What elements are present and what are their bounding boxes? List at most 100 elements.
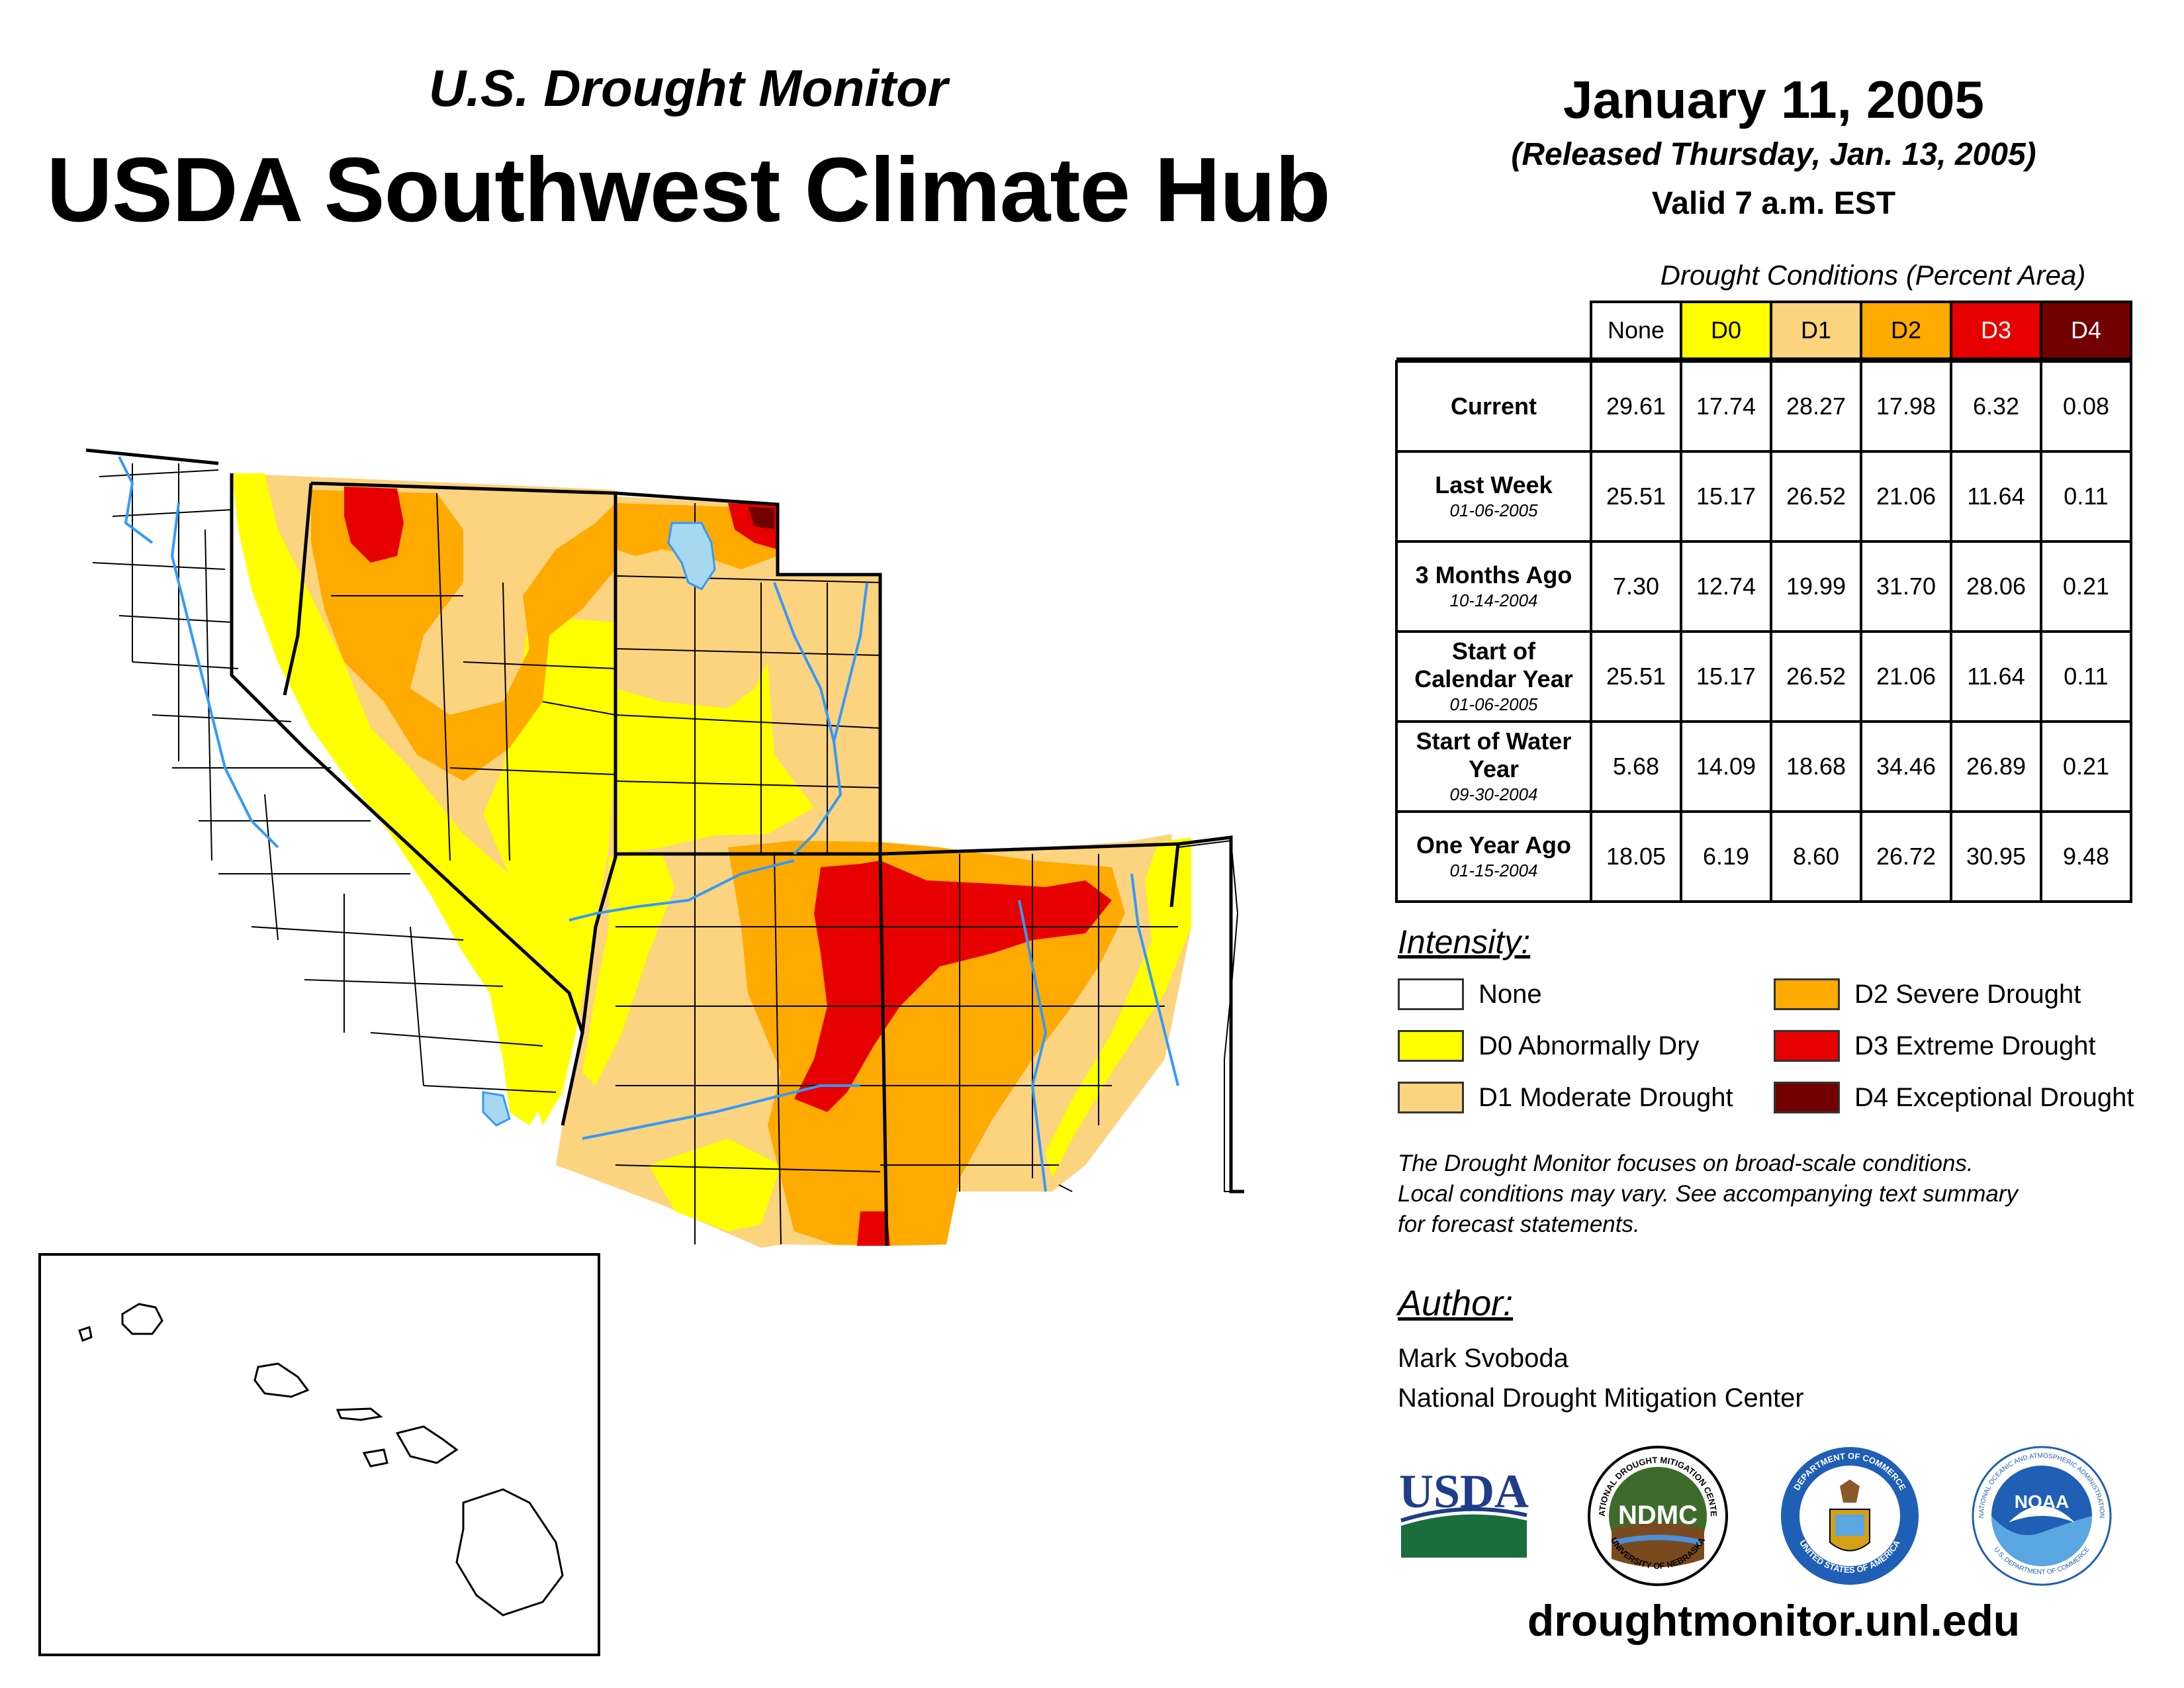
disclaimer-note: The Drought Monitor focuses on broad-sca… bbox=[1398, 1149, 2152, 1240]
d4-area bbox=[748, 506, 774, 530]
hawaii-inset bbox=[38, 1253, 600, 1656]
row-label-text: One Year Ago bbox=[1416, 831, 1572, 859]
ndmc-logo: NDMC NATIONAL DROUGHT MITIGATION CENTER … bbox=[1585, 1443, 1728, 1586]
author-heading: Author: bbox=[1398, 1284, 1514, 1323]
row-label: 3 Months Ago 10-14-2004 bbox=[1395, 540, 1592, 633]
source-url[interactable]: droughtmonitor.unl.edu bbox=[1527, 1596, 2021, 1645]
cell-value: 26.52 bbox=[1770, 450, 1862, 543]
legend-item-d0: D0 Abnormally Dry bbox=[1398, 1029, 1699, 1063]
doc-seal-logo: DEPARTMENT OF COMMERCE UNITED STATES OF … bbox=[1781, 1447, 1919, 1585]
legend-swatch bbox=[1774, 1082, 1840, 1113]
legend-item-d2: D2 Severe Drought bbox=[1774, 977, 2081, 1011]
author-org: National Drought Mitigation Center bbox=[1398, 1383, 1804, 1413]
cell-value: 0.11 bbox=[2040, 450, 2132, 543]
legend-label: D4 Exceptional Drought bbox=[1854, 1082, 2134, 1112]
row-date: 01-06-2005 bbox=[1449, 500, 1538, 520]
table-row: Start of Water Year 09-30-2004 5.68 14.09 18… bbox=[1395, 720, 2132, 813]
legend-swatch bbox=[1774, 1030, 1840, 1062]
legend-swatch bbox=[1774, 978, 1840, 1010]
cell-value: 0.08 bbox=[2040, 360, 2132, 453]
cell-value: 21.06 bbox=[1860, 630, 1952, 723]
cell-value: 34.46 bbox=[1860, 720, 1952, 813]
table-row: Start of Calendar Year 01-06-2005 25.51 15.… bbox=[1395, 630, 2132, 723]
state-borders bbox=[230, 473, 1180, 1246]
cell-value: 26.72 bbox=[1860, 810, 1952, 903]
cell-value: 5.68 bbox=[1590, 720, 1682, 813]
rivers bbox=[118, 456, 1179, 1192]
cell-value: 26.89 bbox=[1950, 720, 2042, 813]
d0-area bbox=[649, 1139, 781, 1231]
valid-date: January 11, 2005 bbox=[1563, 70, 1985, 129]
cell-value: 15.17 bbox=[1680, 630, 1772, 723]
row-label: One Year Ago 01-15-2004 bbox=[1395, 810, 1592, 903]
legend-swatch bbox=[1398, 978, 1464, 1010]
legend-item-d1: D1 Moderate Drought bbox=[1398, 1080, 1733, 1115]
map-subtitle: U.S. Drought Monitor bbox=[428, 59, 948, 117]
cell-value: 0.11 bbox=[2040, 630, 2132, 723]
cell-value: 18.68 bbox=[1770, 720, 1862, 813]
d2-area bbox=[311, 490, 615, 781]
col-header-d0: D0 bbox=[1680, 301, 1772, 360]
cell-value: 14.09 bbox=[1680, 720, 1772, 813]
row-label-text: Start of Water Year bbox=[1416, 727, 1572, 782]
d0-area bbox=[1046, 837, 1191, 1178]
cell-value: 29.61 bbox=[1590, 360, 1682, 453]
valid-time: Valid 7 a.m. EST bbox=[1651, 186, 1896, 221]
cell-value: 30.95 bbox=[1950, 810, 2042, 903]
d0-area bbox=[615, 662, 814, 854]
legend-label: D2 Severe Drought bbox=[1854, 979, 2081, 1009]
cell-value: 8.60 bbox=[1770, 810, 1862, 903]
table-corner bbox=[1396, 302, 1591, 360]
col-header-d1: D1 bbox=[1770, 301, 1862, 360]
col-header-d4: D4 bbox=[2040, 301, 2132, 360]
legend-item-d3: D3 Extreme Drought bbox=[1774, 1029, 2096, 1063]
cell-value: 21.06 bbox=[1860, 450, 1952, 543]
row-label: Current bbox=[1395, 360, 1592, 453]
neighbor-borders bbox=[85, 448, 1244, 1194]
d0-area bbox=[483, 616, 615, 1125]
legend-item-d4: D4 Exceptional Drought bbox=[1774, 1080, 2134, 1115]
note-line: The Drought Monitor focuses on broad-sca… bbox=[1398, 1150, 1974, 1176]
great-salt-lake bbox=[667, 522, 716, 590]
table-row: Last Week 01-06-2005 25.51 15.17 26.52 21.06 1… bbox=[1395, 450, 2132, 543]
table-body: Current 29.61 17.74 28.27 17.98 6.32 0.08 Last … bbox=[1395, 360, 2132, 903]
cell-value: 25.51 bbox=[1590, 450, 1682, 543]
legend-label: None bbox=[1479, 979, 1542, 1009]
cell-value: 28.06 bbox=[1950, 540, 2042, 633]
row-date: 10-14-2004 bbox=[1449, 590, 1538, 610]
cell-value: 17.74 bbox=[1680, 360, 1772, 453]
drought-areas bbox=[232, 473, 1191, 1248]
table-caption: Drought Conditions (Percent Area) bbox=[1660, 259, 2086, 291]
cell-value: 11.64 bbox=[1950, 450, 2042, 543]
noaa-logo: NOAA NATIONAL OCEANIC AND ATMOSPHERIC AD… bbox=[1972, 1446, 2112, 1586]
cell-value: 26.52 bbox=[1770, 630, 1862, 723]
legend-title: Intensity: bbox=[1398, 923, 1531, 961]
cell-value: 9.48 bbox=[2040, 810, 2132, 903]
legend-item-none: None bbox=[1398, 977, 1542, 1011]
d3-area bbox=[857, 1211, 890, 1246]
row-label-text: Start of Calendar Year bbox=[1414, 637, 1573, 692]
cell-value: 19.99 bbox=[1770, 540, 1862, 633]
cell-value: 6.19 bbox=[1680, 810, 1772, 903]
table-row: One Year Ago 01-15-2004 18.05 6.19 8.60 26.72… bbox=[1395, 810, 2132, 903]
row-date: 01-06-2005 bbox=[1449, 694, 1538, 714]
row-label: Last Week 01-06-2005 bbox=[1395, 450, 1592, 543]
table-header-row: None D0 D1 D2 D3 D4 bbox=[1396, 301, 2132, 360]
legend-label: D0 Abnormally Dry bbox=[1479, 1031, 1700, 1060]
cell-value: 0.21 bbox=[2040, 540, 2132, 633]
row-label-text: 3 Months Ago bbox=[1415, 561, 1572, 588]
row-date: 09-30-2004 bbox=[1449, 784, 1538, 804]
svg-text:NOAA: NOAA bbox=[2015, 1491, 2069, 1512]
release-date: (Released Thursday, Jan. 13, 2005) bbox=[1511, 137, 2036, 172]
table-row: 3 Months Ago 10-14-2004 7.30 12.74 19.99 31.7… bbox=[1395, 540, 2132, 633]
row-label: Start of Water Year 09-30-2004 bbox=[1395, 720, 1592, 813]
legend-label: D3 Extreme Drought bbox=[1854, 1031, 2096, 1060]
cell-value: 11.64 bbox=[1950, 630, 2042, 723]
svg-text:NDMC: NDMC bbox=[1618, 1501, 1698, 1530]
row-date: 01-15-2004 bbox=[1449, 861, 1538, 880]
row-label: Start of Calendar Year 01-06-2005 bbox=[1395, 630, 1592, 723]
col-header-none: None bbox=[1590, 301, 1682, 360]
map-title: USDA Southwest Climate Hub bbox=[46, 139, 1330, 241]
legend-label: D1 Moderate Drought bbox=[1479, 1082, 1733, 1112]
cell-value: 0.21 bbox=[2040, 720, 2132, 813]
